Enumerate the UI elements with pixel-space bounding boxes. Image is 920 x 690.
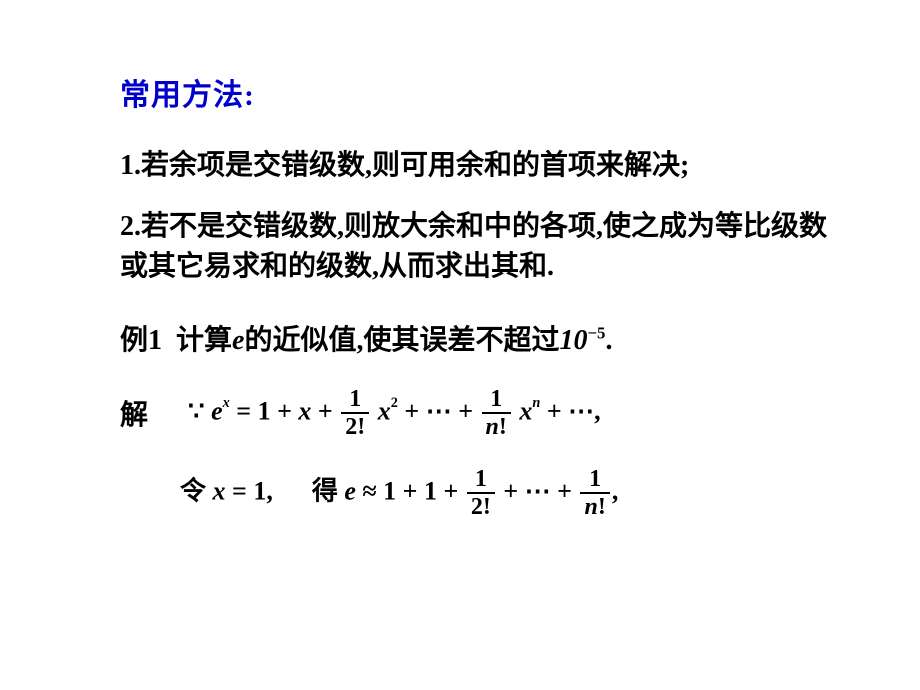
eq2-var-e: e	[344, 476, 356, 505]
eq2-assign: = 1,	[226, 476, 273, 505]
solution-row-1: 解 ∵ ex = 1 + x + 1 2! x2 + ⋯ + 1 n! xn +…	[120, 386, 830, 441]
eq2-frac1: 1 2!	[467, 466, 495, 521]
equation-1: ∵ ex = 1 + x + 1 2! x2 + ⋯ + 1 n! xn + ⋯…	[188, 386, 601, 441]
method-item-2: 2.若不是交错级数,则放大余和中的各项,使之成为等比级数或其它易求和的级数,从而…	[120, 207, 830, 288]
eq1-frac1-den: 2!	[341, 414, 369, 440]
eq2-comma: ,	[612, 476, 619, 505]
eq2-approx: ≈ 1 + 1 +	[356, 476, 465, 505]
example-label: 例1	[120, 325, 162, 356]
eq1-frac2-num: 1	[482, 386, 511, 414]
eq2-frac2-den: n!	[580, 494, 609, 520]
example-base: 10	[559, 325, 587, 356]
eq2-frac1-den: 2!	[467, 494, 495, 520]
eq1-frac1-num: 1	[341, 386, 369, 414]
eq1-t2-var: x	[298, 396, 311, 425]
example-line: 例1 计算e的近似值,使其误差不超过10−5.	[120, 318, 830, 358]
solution-row-2: 令 x = 1, 得 e ≈ 1 + 1 + 1 2! + ⋯ + 1 n! ,	[180, 466, 830, 521]
eq1-t3-var: x	[378, 396, 391, 425]
eq2-frac2-num: 1	[580, 466, 609, 494]
solution-label: 解	[120, 393, 148, 433]
eq1-t4-exp: n	[532, 395, 540, 411]
method-item-1: 1.若余项是交错级数,则可用余和的首项来解决;	[120, 146, 830, 187]
eq2-get: 得	[312, 476, 345, 505]
example-text-mid: 的近似值,使其误差不超过	[244, 325, 559, 356]
eq1-dots: + ⋯ +	[398, 396, 480, 425]
eq1-frac1: 1 2!	[341, 386, 369, 441]
eq2-dots: + ⋯ +	[503, 476, 578, 505]
eq2-frac1-num: 1	[467, 466, 495, 494]
because-symbol: ∵	[188, 396, 205, 425]
eq1-frac2: 1 n!	[482, 386, 511, 441]
eq1-t1: 1 +	[258, 396, 299, 425]
eq1-eqsign: =	[230, 396, 258, 425]
eq1-exp: x	[223, 395, 230, 411]
example-period: .	[605, 325, 612, 356]
example-text-prefix: 计算	[176, 325, 232, 356]
equation-2: 令 x = 1, 得 e ≈ 1 + 1 + 1 2! + ⋯ + 1 n! ,	[180, 466, 618, 521]
eq2-frac2: 1 n!	[580, 466, 609, 521]
example-exponent: −5	[587, 323, 605, 342]
eq2-let: 令	[180, 476, 213, 505]
eq1-t3-exp: 2	[391, 395, 398, 411]
eq1-tail: + ⋯,	[540, 396, 600, 425]
eq1-t4-var: x	[519, 396, 532, 425]
eq2-var-x: x	[213, 476, 226, 505]
slide-content: 常用方法: 1.若余项是交错级数,则可用余和的首项来解决; 2.若不是交错级数,…	[0, 0, 920, 520]
eq1-frac2-den: n!	[482, 414, 511, 440]
eq1-t2-plus: +	[311, 396, 339, 425]
example-var-e: e	[232, 325, 244, 356]
eq1-base: e	[211, 396, 223, 425]
section-heading: 常用方法:	[120, 70, 830, 114]
